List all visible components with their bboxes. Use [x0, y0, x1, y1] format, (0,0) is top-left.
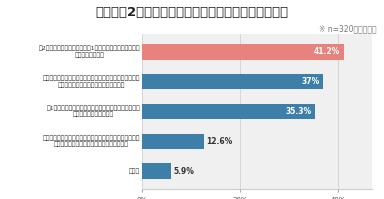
Text: 35.3%: 35.3%	[285, 107, 311, 116]
Text: 第1波の時に広告出稿を停止したことによる事業へのダ
メージが大きかったため: 第1波の時に広告出稿を停止したことによる事業へのダ メージが大きかったため	[46, 105, 140, 117]
Bar	[142, 44, 344, 60]
Bar	[142, 134, 204, 149]
Text: 業界全体の広告出稿量の落ち込みにより、広告出稿にかか
るコストが通常よりも割安になっているため: 業界全体の広告出稿量の落ち込みにより、広告出稿にかか るコストが通常よりも割安に…	[43, 135, 140, 147]
Bar	[142, 74, 323, 89]
Text: その他: その他	[129, 168, 140, 174]
Text: 第2波での消費行動の停滞は第1波に比べて限定的であると
見通しているため: 第2波での消費行動の停滞は第1波に比べて限定的であると 見通しているため	[38, 46, 140, 58]
Text: 広告出稿を長期的に停止することによる中長期的なブラン
ドへのダメージが大きいと判断したため: 広告出稿を長期的に停止することによる中長期的なブラン ドへのダメージが大きいと判…	[43, 76, 140, 88]
Text: 12.6%: 12.6%	[206, 137, 233, 146]
Bar	[142, 104, 315, 119]
Bar	[142, 163, 171, 179]
Text: 5.9%: 5.9%	[174, 167, 194, 176]
Text: 37%: 37%	[301, 77, 319, 86]
Text: ※ n=320／複数回答: ※ n=320／複数回答	[319, 24, 376, 33]
Text: 【図】第2波において広告出稿を減らさなかった理由: 【図】第2波において広告出稿を減らさなかった理由	[96, 6, 288, 19]
Text: 41.2%: 41.2%	[314, 47, 340, 56]
